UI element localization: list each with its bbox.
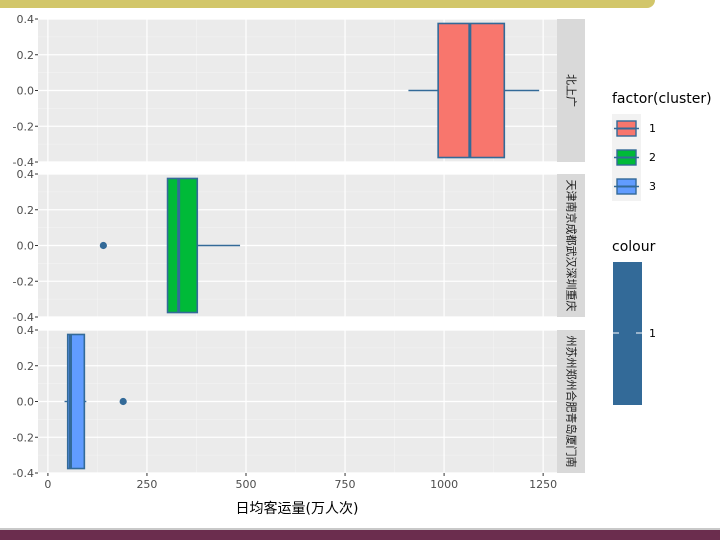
y-tick-label: 0.2: [17, 204, 35, 217]
facet-panel-2: 0.4 0.2 0.0 -0.2 -0.4 天津南京成都武汉深圳重庆: [13, 168, 585, 324]
x-tick-label: 750: [335, 478, 356, 491]
outlier-point: [119, 397, 127, 406]
facet-strip-label: 北上广: [565, 74, 578, 107]
colourbar-label: 1: [649, 327, 656, 340]
legend-fill-label: 1: [649, 122, 656, 135]
x-tick-label: 1250: [529, 478, 557, 491]
y-tick-label: -0.2: [13, 431, 34, 444]
x-tick-label: 250: [136, 478, 157, 491]
outlier-point: [99, 241, 107, 250]
y-tick-label: -0.4: [13, 156, 34, 169]
x-tick-label: 1000: [430, 478, 458, 491]
facet-strip-background: [557, 330, 585, 473]
legend-colour-title: colour: [612, 239, 656, 255]
facet-panel-1: 0.4 0.2 0.0 -0.2 -0.4 北上广: [13, 13, 585, 169]
box-cluster-2: [166, 177, 199, 314]
legend-fill-label: 2: [649, 151, 656, 164]
x-axis-title: 日均客运量(万人次): [236, 500, 359, 517]
y-tick-label: -0.2: [13, 120, 34, 133]
facet-strip-background: [557, 19, 585, 162]
y-tick-label: 0.4: [17, 324, 35, 337]
top-accent-bar: [0, 0, 655, 8]
facet-strip-background: [557, 174, 585, 317]
x-axis: 0 250 500 750 1000 1250: [44, 473, 557, 491]
y-tick-label: 0.4: [17, 13, 35, 26]
y-tick-label: 0.2: [17, 360, 35, 373]
y-tick-label: -0.4: [13, 467, 34, 480]
facet-strip-label: 天津南京成都武汉深圳重庆: [565, 180, 579, 312]
facet-strip-label: 州苏州郑州合肥青岛厦门南: [565, 336, 579, 468]
legend-colour: colour 1: [612, 239, 656, 405]
legend-factor-cluster: factor(cluster) 1 2 3: [612, 91, 712, 201]
y-tick-label: 0.0: [17, 396, 35, 409]
facet-panel-3: 0.4 0.2 0.0 -0.2 -0.4 州苏州郑州合肥青岛厦门南: [13, 324, 585, 480]
y-tick-label: 0.4: [17, 168, 35, 181]
y-tick-label: 0.0: [17, 85, 35, 98]
y-tick-label: -0.2: [13, 275, 34, 288]
legend-fill-title: factor(cluster): [612, 91, 712, 107]
y-tick-label: -0.4: [13, 311, 34, 324]
y-tick-label: 0.2: [17, 49, 35, 62]
y-tick-label: 0.0: [17, 240, 35, 253]
legend-fill-label: 3: [649, 180, 656, 193]
bottom-accent-bar: [0, 528, 720, 540]
facet-panels: 0.4 0.2 0.0 -0.2 -0.4 北上广 0.4 0.2 0.0 -0.2 -0.4 天津南…: [13, 13, 585, 480]
x-tick-label: 0: [44, 478, 51, 491]
x-tick-label: 500: [235, 478, 256, 491]
